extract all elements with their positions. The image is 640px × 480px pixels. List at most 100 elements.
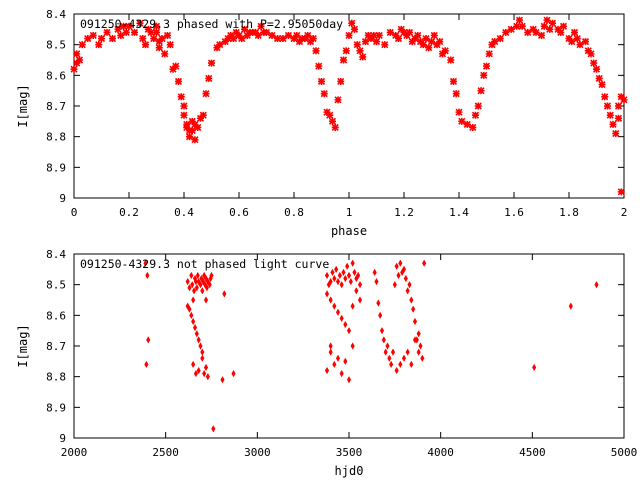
- unphased-data-point: [356, 271, 361, 280]
- unphased-data-point: [324, 366, 330, 375]
- unphased-x-ticks: 2000 2500 3000 3500 4000 4500 5000: [61, 254, 638, 459]
- phased-data-point: [293, 31, 301, 40]
- phased-y-tick-label: 8.4: [46, 8, 66, 21]
- phased-data-point: [191, 136, 199, 144]
- phased-data-point: [518, 22, 526, 30]
- unphased-data-point: [396, 271, 401, 280]
- unphased-data-point: [200, 354, 205, 362]
- phased-data-point: [331, 123, 339, 132]
- phased-data-point: [84, 34, 92, 43]
- phased-data-point: [141, 41, 150, 49]
- unphased-data-point: [324, 290, 330, 298]
- unphased-data-point: [198, 280, 203, 289]
- phased-data-point: [130, 28, 139, 36]
- phased-data-point: [361, 38, 370, 46]
- unphased-data-point: [328, 296, 333, 304]
- phased-data-point: [147, 28, 155, 36]
- unphased-data-point: [339, 314, 344, 323]
- unphased-data-point: [416, 330, 421, 338]
- unphased-data-point: [409, 360, 414, 369]
- phased-data-point: [97, 34, 106, 43]
- unphased-data-point: [187, 305, 192, 313]
- unphased-data-point: [334, 265, 339, 274]
- phased-data-point: [430, 31, 438, 40]
- unphased-y-tick-label: 8.5: [46, 279, 66, 292]
- phased-data-point: [581, 38, 590, 46]
- phased-data-point: [458, 117, 466, 125]
- unphased-data-point: [332, 274, 337, 283]
- phased-data-point: [419, 41, 427, 49]
- unphased-data-point: [354, 287, 359, 295]
- phased-data-point: [174, 77, 183, 86]
- unphased-data-point: [357, 296, 363, 304]
- phased-data-point: [496, 34, 504, 43]
- phased-x-tick-label: 1.6: [504, 206, 524, 219]
- phased-data-point: [114, 25, 122, 33]
- unphased-data-point: [144, 360, 149, 369]
- phased-data-point: [548, 19, 557, 27]
- phased-data-point: [603, 102, 612, 110]
- phased-data-point: [166, 41, 174, 49]
- phased-data-point: [328, 117, 337, 125]
- unphased-data-point: [335, 354, 341, 362]
- phased-data-point: [543, 16, 551, 24]
- phased-data-point: [152, 22, 161, 30]
- unphased-data-point: [187, 284, 192, 292]
- phased-data-point: [576, 41, 584, 49]
- phased-data-point: [103, 28, 111, 36]
- unphased-data-point: [143, 259, 148, 267]
- phased-data-point: [507, 25, 515, 33]
- phased-data-point: [491, 38, 499, 46]
- phased-data-point: [540, 22, 548, 30]
- phased-data-point: [463, 120, 471, 128]
- phased-data-point: [194, 123, 202, 132]
- unphased-x-tick-label: 3500: [336, 446, 363, 459]
- unphased-y-tick-label: 9: [59, 432, 66, 445]
- phased-data-point: [372, 38, 381, 46]
- phased-data-point: [89, 31, 97, 40]
- unphased-data-point: [195, 271, 200, 280]
- phased-data-point: [180, 111, 188, 119]
- phased-data-point: [317, 77, 326, 86]
- unphased-data-point: [352, 268, 357, 277]
- phased-data-point: [312, 47, 320, 55]
- unphased-data-point: [405, 287, 410, 295]
- phased-x-tick-label: 1.8: [559, 206, 579, 219]
- phased-data-point: [614, 114, 623, 122]
- unphased-data-point: [383, 348, 388, 356]
- phased-data-point: [345, 31, 353, 40]
- phased-data-point: [119, 22, 128, 30]
- unphased-data-point: [594, 280, 599, 289]
- unphased-y-tick-label: 8.6: [46, 309, 66, 322]
- unphased-data-point: [196, 336, 201, 344]
- unphased-y-tick-label: 8.4: [46, 248, 66, 261]
- phased-y-tick-label: 8.8: [46, 131, 66, 144]
- unphased-data-point: [379, 326, 385, 335]
- unphased-y-axis-label: I[mag]: [16, 324, 30, 367]
- unphased-x-tick-label: 3000: [244, 446, 271, 459]
- unphased-data-point: [328, 277, 333, 286]
- phased-data-point: [375, 31, 383, 40]
- phased-data-point: [422, 34, 430, 43]
- phased-data-point: [573, 34, 581, 43]
- unphased-data-point: [401, 265, 407, 274]
- phased-x-tick-label: 0.8: [284, 206, 304, 219]
- phased-data-point: [436, 38, 444, 46]
- unphased-data-point: [145, 271, 150, 280]
- phased-data-point: [188, 126, 196, 135]
- unphased-data-point: [389, 360, 394, 369]
- unphased-data-point: [146, 336, 151, 344]
- phased-data-point: [73, 50, 81, 58]
- phased-data-point: [122, 28, 130, 36]
- unphased-data-point: [200, 287, 205, 295]
- phased-data-point: [254, 31, 262, 40]
- phased-data-point: [620, 96, 628, 104]
- phased-y-ticks: 8.4 8.5 8.6 8.7 8.8 8.9 9: [46, 8, 624, 205]
- unphased-x-tick-label: 5000: [611, 446, 638, 459]
- phased-data-point: [515, 16, 524, 24]
- phased-data-point: [587, 50, 595, 58]
- unphased-data-point: [401, 354, 407, 362]
- phased-data-point: [350, 25, 359, 33]
- phased-data-point: [609, 120, 617, 128]
- unphased-data-point: [328, 348, 333, 356]
